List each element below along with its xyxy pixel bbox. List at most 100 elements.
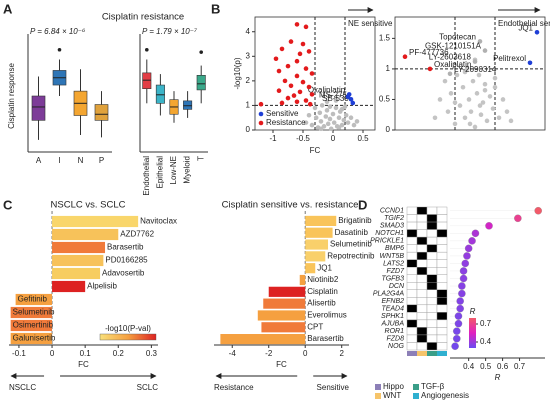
bar xyxy=(52,241,106,254)
y-tick-label: 1.5 xyxy=(379,33,391,42)
colorbar-tick-label: 0.4 xyxy=(480,337,492,346)
gene-label: TGIF2 xyxy=(384,215,404,222)
pathway-strip xyxy=(417,351,427,356)
membership-cell xyxy=(416,297,428,306)
point xyxy=(303,24,309,30)
point xyxy=(427,66,433,72)
x-tick-label: 0 xyxy=(303,349,308,358)
dot xyxy=(468,237,476,245)
box xyxy=(183,100,193,110)
bar xyxy=(305,239,329,250)
x-tick-label: Epithelial xyxy=(156,156,165,189)
point xyxy=(279,100,285,106)
bar-label: Niotinib2 xyxy=(307,275,339,284)
point xyxy=(324,108,330,113)
legend-marker xyxy=(258,120,264,126)
membership-cell xyxy=(416,267,428,275)
plot-frame xyxy=(394,16,546,131)
membership-cell xyxy=(416,214,428,223)
x-tick-label: Myeloid xyxy=(183,156,192,184)
point xyxy=(336,125,342,130)
bar-label: Brigatinib xyxy=(338,216,372,225)
point xyxy=(345,120,351,125)
x-axis-label: R xyxy=(495,373,501,382)
membership-cell xyxy=(416,236,428,245)
x-tick-label: T xyxy=(196,156,205,161)
bar-label: Everolimus xyxy=(307,311,347,320)
point xyxy=(258,101,264,107)
gene-label: LATS2 xyxy=(383,260,404,267)
point xyxy=(291,93,297,98)
x-tick-label: 0.6 xyxy=(497,362,509,371)
bar-label: Barasertib xyxy=(107,243,144,252)
membership-cell xyxy=(426,304,438,313)
bar xyxy=(268,286,306,297)
point xyxy=(492,84,498,90)
gene-label: PRICKLE1 xyxy=(370,238,404,245)
gene-label: TGFB3 xyxy=(381,275,404,282)
membership-cell xyxy=(416,327,428,336)
y-tick-label: 1 xyxy=(386,64,391,73)
x-axis-label: FC xyxy=(78,360,89,369)
x-tick-label: -0.5 xyxy=(296,134,310,143)
x-tick-label: P xyxy=(99,156,104,165)
point xyxy=(445,109,451,114)
membership-cell xyxy=(416,312,428,321)
chart-title: Cisplatin resistance xyxy=(102,12,184,23)
gene-label: PLA2G4A xyxy=(373,290,404,297)
point xyxy=(330,111,336,117)
point xyxy=(457,103,463,108)
membership-cell xyxy=(406,319,418,328)
outlier xyxy=(145,47,149,52)
direction-label: SCLC xyxy=(137,383,159,392)
dot xyxy=(451,342,459,350)
annotation: Endothelial sensitive xyxy=(498,19,550,28)
legend-label: Angiogenesis xyxy=(421,391,469,400)
bar xyxy=(10,319,53,332)
point xyxy=(477,103,483,108)
membership-cell xyxy=(416,221,428,230)
point xyxy=(327,116,333,122)
point xyxy=(500,97,506,102)
membership-cell xyxy=(426,221,438,230)
point xyxy=(504,109,510,114)
gene-label: FZD8 xyxy=(387,336,405,343)
bar xyxy=(10,306,53,319)
box xyxy=(94,104,109,121)
point xyxy=(496,115,502,121)
membership-cell xyxy=(416,251,428,260)
membership-cell xyxy=(406,289,418,298)
dot xyxy=(454,312,463,320)
point xyxy=(468,109,474,114)
membership-cell xyxy=(436,289,448,298)
membership-cell xyxy=(436,244,448,253)
point xyxy=(319,103,325,108)
point xyxy=(442,78,448,84)
point xyxy=(466,97,472,102)
legend-label: Hippo xyxy=(383,382,404,391)
membership-cell xyxy=(426,297,438,306)
dot xyxy=(463,252,471,260)
bar-label: Galunisertib xyxy=(13,334,56,343)
x-tick-label: 0.7 xyxy=(514,362,526,371)
bar xyxy=(52,280,86,293)
box xyxy=(31,95,46,121)
gene-label: ROR1 xyxy=(385,328,405,335)
membership-cell xyxy=(416,334,428,343)
x-tick-label: -2 xyxy=(265,349,273,358)
point xyxy=(460,84,466,90)
x-tick-label: -0.1 xyxy=(12,349,26,358)
dot xyxy=(453,327,461,335)
x-tick-label: 0.1 xyxy=(80,349,92,358)
chart-title: Cisplatin sensitive vs. resistance xyxy=(222,200,359,211)
dot xyxy=(461,259,470,268)
annotation: NE sensitive xyxy=(348,19,393,28)
membership-cell xyxy=(436,319,448,328)
dot xyxy=(456,297,464,305)
gene-label: FZD7 xyxy=(387,268,406,275)
point-label: LY-2090314 xyxy=(454,65,497,74)
membership-cell xyxy=(436,297,448,306)
membership-cell xyxy=(416,259,428,268)
box xyxy=(196,75,206,91)
pathway-strip xyxy=(437,351,447,356)
